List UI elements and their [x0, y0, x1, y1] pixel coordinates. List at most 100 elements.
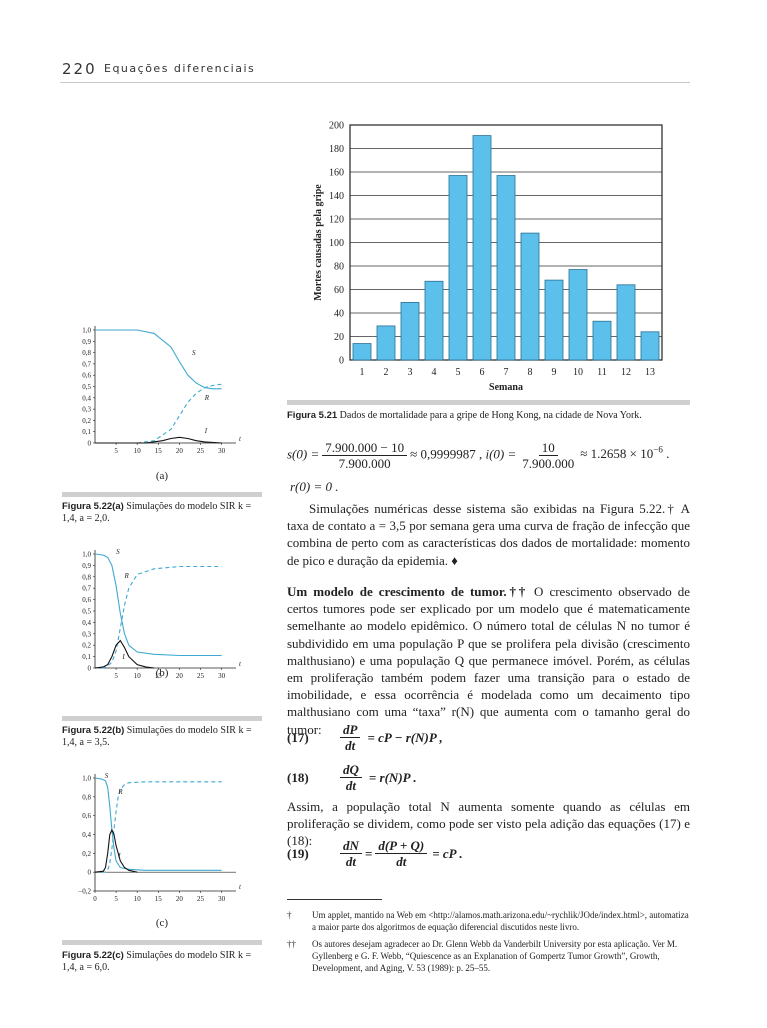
x-tick-label: 8: [528, 367, 533, 378]
paragraph-text: O crescimento observado de certos tumore…: [287, 584, 690, 737]
eq-numerator: dP: [340, 722, 361, 738]
caption-rule: [287, 400, 690, 405]
y-tick-label: 200: [329, 121, 344, 132]
eq-denominator: 7.900.000: [338, 456, 391, 471]
y-tick-label: 1,0: [82, 551, 91, 559]
y-tick-label: 0,6: [82, 596, 91, 604]
y-tick-label: 1,0: [82, 775, 91, 783]
series-label: I: [121, 653, 125, 661]
page-number: 220: [62, 60, 97, 78]
caption-rule: [62, 940, 262, 945]
footnote-text: Um applet, mantido na Web em <http://ala…: [312, 910, 689, 932]
x-tick-label: 30: [218, 447, 226, 455]
y-tick-label: 0,9: [82, 338, 91, 346]
figure-5-22c-caption: Figura 5.22(c) Simulações do modelo SIR …: [62, 950, 262, 974]
bar: [616, 284, 636, 361]
series-label: S: [116, 548, 120, 556]
bar: [448, 175, 468, 361]
figure-tag-c: (c): [155, 917, 169, 929]
figure-5-22b-caption: Figura 5.22(b) Simulações do modelo SIR …: [62, 725, 262, 749]
bar: [424, 280, 444, 361]
y-tick-label: 0,1: [82, 428, 91, 436]
y-tick-label: 0,3: [82, 630, 91, 638]
series-label: R: [117, 788, 123, 796]
x-tick-label: 9: [552, 367, 557, 378]
caption-label: Figura 5.22(c): [62, 950, 124, 961]
eq-rhs: = cP − r(N)P ,: [367, 729, 443, 745]
y-tick-label: 180: [329, 144, 344, 155]
bar: [568, 269, 588, 361]
series-s-line: [95, 329, 222, 390]
caption-text: Simulações do modelo SIR k = 1,4, a = 2,…: [62, 501, 252, 524]
x-tick-label: 20: [176, 447, 184, 455]
bar: [400, 302, 420, 361]
eq-equals: =: [364, 845, 373, 861]
x-tick-label: 25: [197, 447, 205, 455]
y-tick-label: 0,2: [82, 417, 91, 425]
eq-numerator: dQ: [340, 762, 362, 778]
x-tick-label: 0: [93, 895, 97, 903]
x-tick-label: 20: [176, 895, 184, 903]
eq-exponent: −6: [653, 445, 663, 456]
y-tick-label: 100: [329, 238, 344, 249]
x-tick-label: 30: [218, 672, 226, 680]
caption-label: Figura 5.21: [287, 410, 338, 421]
eq-denominator: 7.900.000: [522, 456, 575, 471]
x-tick-label: 15: [155, 447, 163, 455]
section-heading: Um modelo de crescimento de tumor.††: [287, 584, 528, 599]
x-tick-label: 15: [155, 672, 163, 680]
y-tick-label: 0,8: [82, 573, 91, 581]
eq-numerator: 7.900.000 − 10: [322, 440, 408, 456]
footnote-2: †† Os autores desejam agradecer ao Dr. G…: [287, 938, 690, 974]
y-tick-label: 0,7: [82, 585, 91, 593]
caption-label: Figura 5.22(b): [62, 725, 125, 736]
y-tick-label: 0,5: [82, 383, 91, 391]
eq-rhs: = cP .: [432, 845, 463, 861]
y-tick-label: 0,3: [82, 406, 91, 414]
footnote-text: Os autores desejam agradecer ao Dr. Glen…: [312, 939, 678, 973]
y-tick-label: 120: [329, 215, 344, 226]
series-label: I: [204, 427, 208, 435]
sir-chart-a: t 0 0,1 0,2 0,3 0,4 0,5 0,6 0,7 0,8 0,9 1,0 5 10 15 20 2…: [82, 326, 242, 455]
series-i-line: [94, 639, 155, 669]
caption-rule: [62, 492, 262, 497]
bar: [520, 232, 540, 361]
footnote-1: † Um applet, mantido na Web em <http://a…: [287, 909, 690, 933]
equation-17: (17) dP dt = cP − r(N)P ,: [287, 722, 690, 753]
eq-approx: ≈ 1.2658 × 10: [580, 446, 654, 462]
bar: [376, 325, 396, 361]
running-title: Equações diferenciais: [104, 62, 256, 75]
x-tick-label: 25: [197, 895, 205, 903]
equation-number: (18): [287, 769, 309, 785]
y-tick-label: 0,5: [82, 608, 91, 616]
x-tick-label: 10: [573, 367, 583, 378]
y-tick-label: 0: [88, 665, 92, 673]
x-tick-label: 5: [114, 447, 118, 455]
series-s-line: [94, 777, 222, 871]
eq-end: .: [666, 446, 670, 462]
x-tick-label: 20: [176, 672, 184, 680]
x-tick-label: 10: [134, 672, 142, 680]
x-axis-label: t: [239, 435, 242, 443]
caption-rule: [62, 716, 262, 721]
y-tick-label: 20: [334, 332, 344, 343]
paragraph-total-population: Assim, a população total N aumenta somen…: [287, 799, 690, 849]
bar: [352, 343, 372, 361]
footnote-mark: †: [287, 910, 292, 920]
figure-5-22a-caption: Figura 5.22(a) Simulações do modelo SIR …: [62, 501, 262, 525]
equation-18: (18) dQ dt = r(N)P .: [287, 762, 690, 793]
y-tick-label: 0,6: [82, 812, 91, 820]
y-tick-label: 0: [88, 440, 92, 448]
y-tick-label: 0,2: [82, 850, 91, 858]
x-tick-label: 4: [432, 367, 437, 378]
footnote-rule: [287, 899, 382, 900]
eq-lhs: s(0) =: [287, 446, 320, 462]
x-tick-label: 7: [504, 367, 509, 378]
y-tick-label: 0,7: [82, 360, 91, 368]
bar: [640, 331, 660, 361]
eq-numerator: 10: [538, 440, 558, 456]
figure-tag-a: (a): [155, 470, 169, 482]
eq-numerator: dN: [340, 838, 362, 854]
header-rule: [60, 82, 690, 83]
